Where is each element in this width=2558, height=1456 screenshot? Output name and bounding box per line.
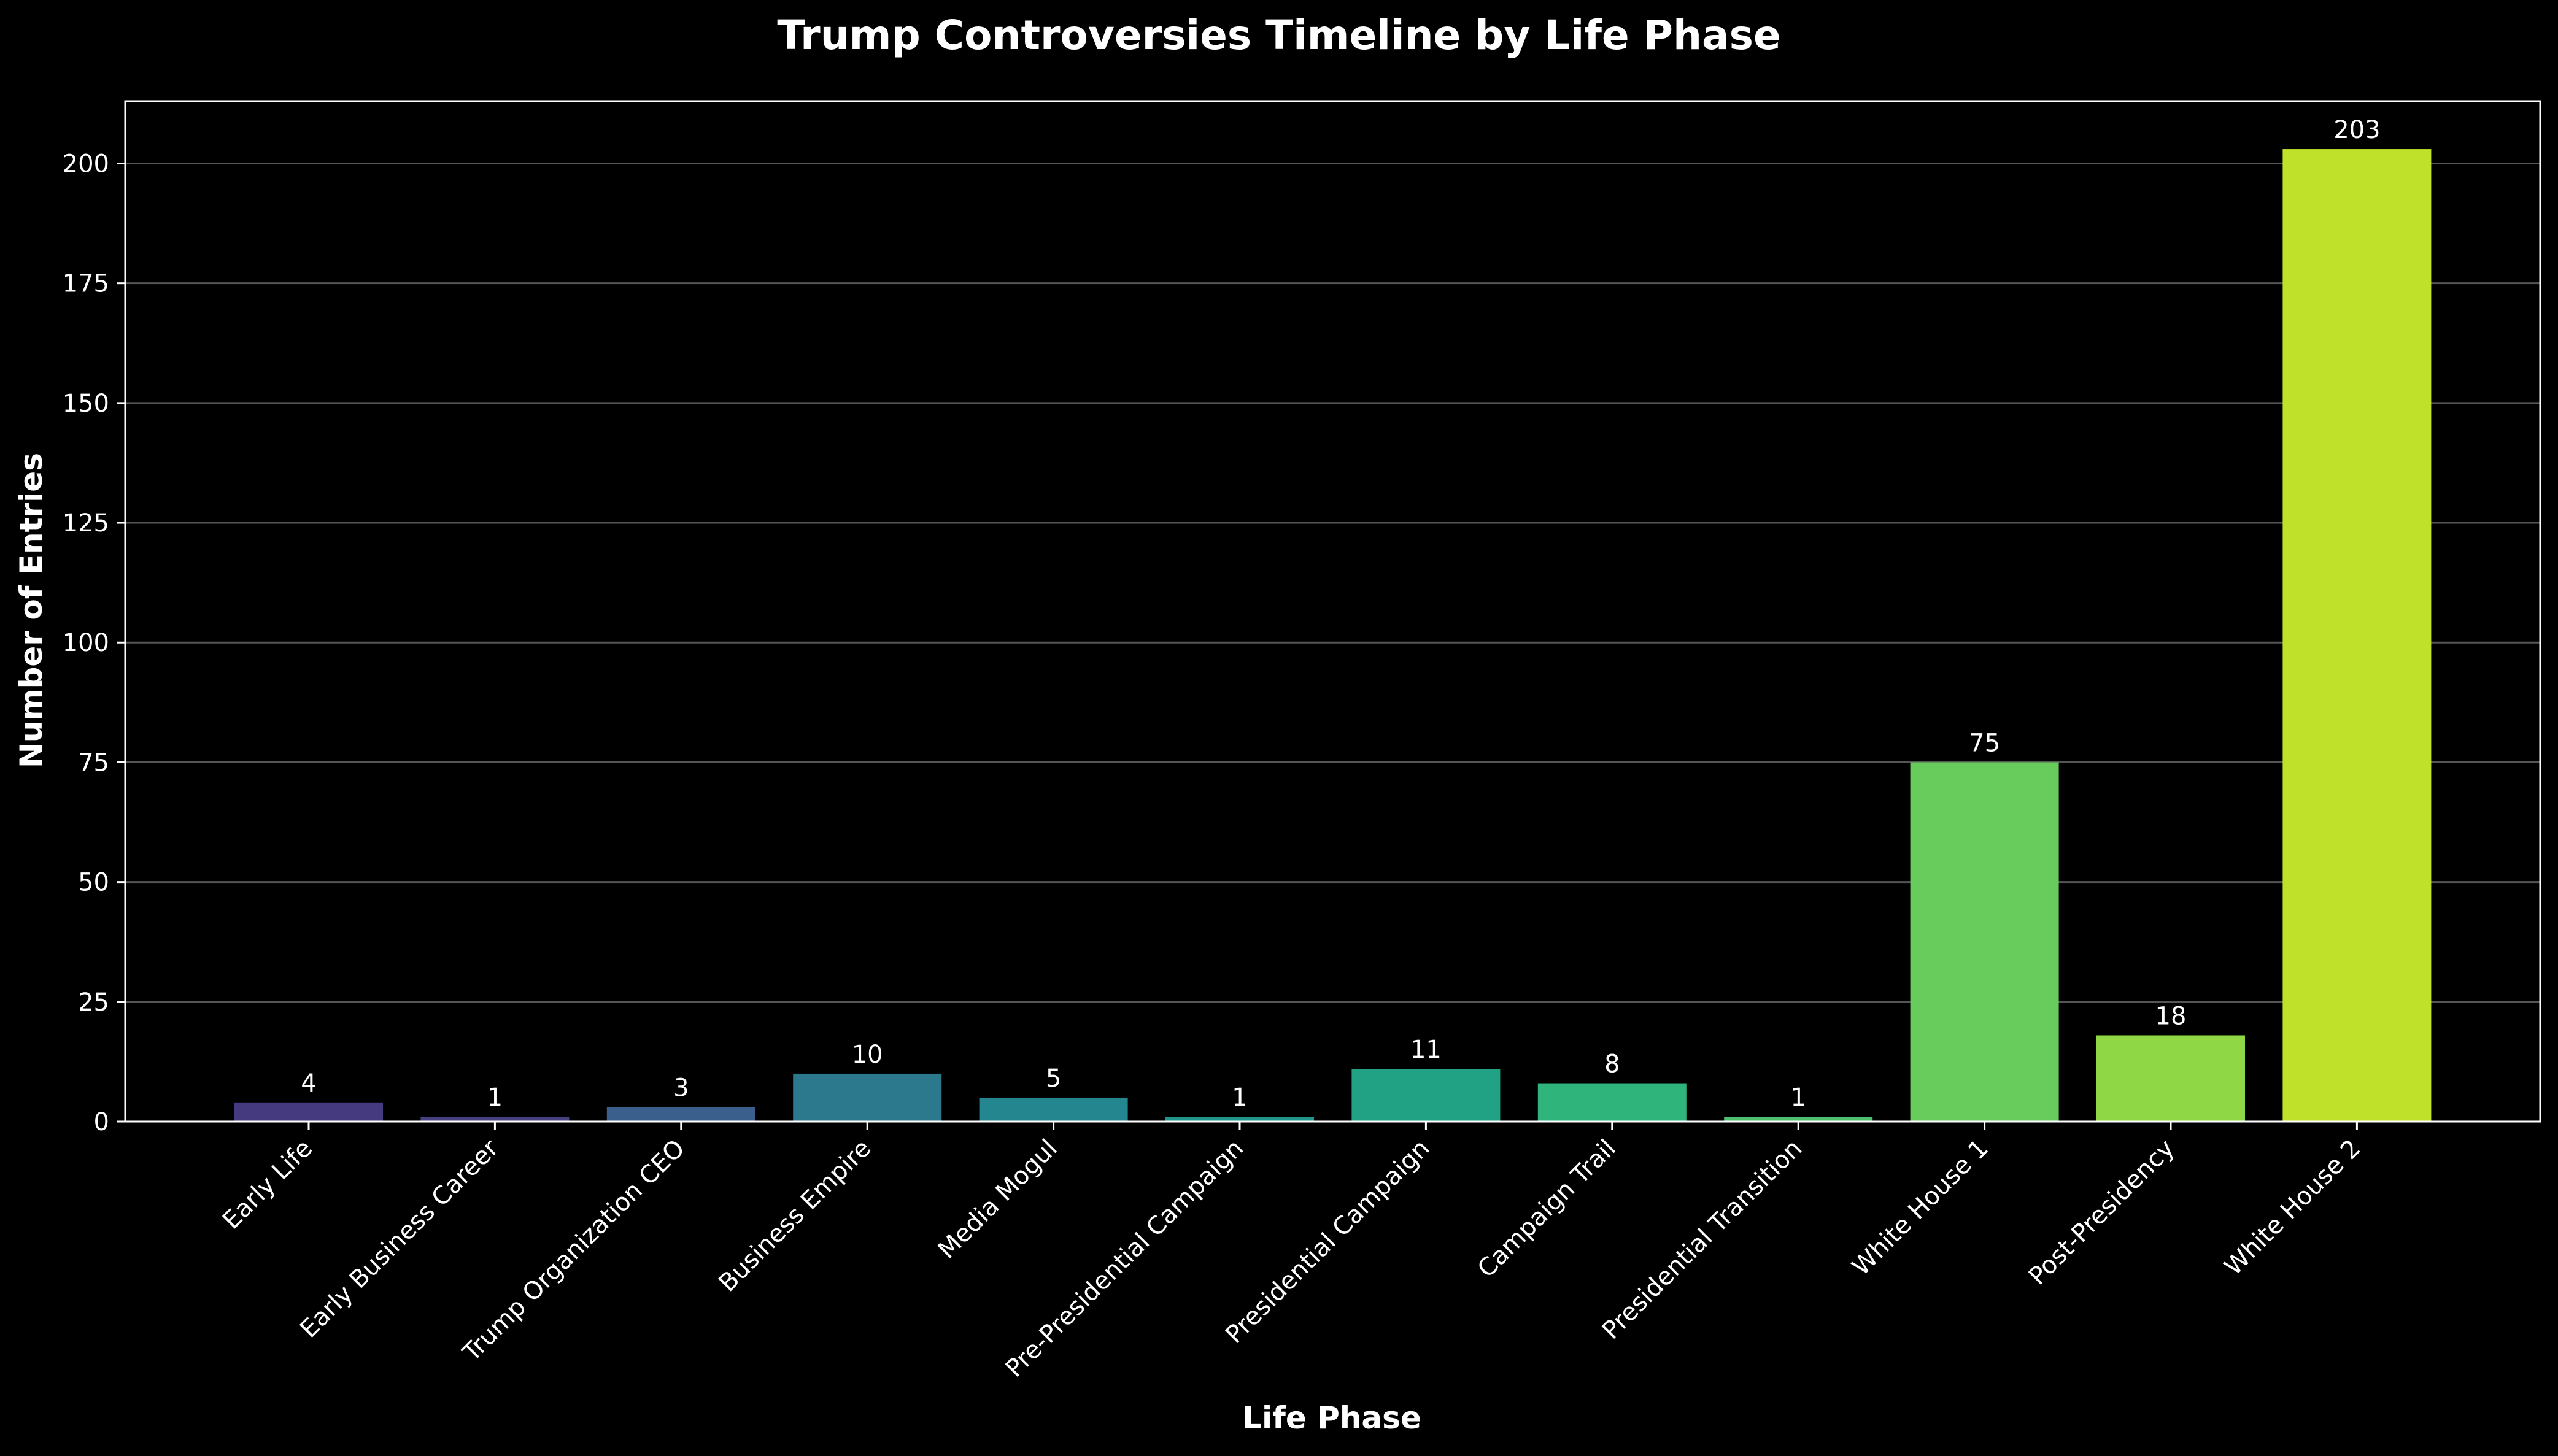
bar-value-label: 5 xyxy=(1046,1065,1061,1093)
bar xyxy=(2096,1035,2245,1122)
bar-value-label: 18 xyxy=(2155,1002,2187,1030)
y-tick-label: 150 xyxy=(63,390,109,418)
y-tick-label: 100 xyxy=(63,629,109,657)
x-tick-label: Presidential Transition xyxy=(1597,1134,1807,1345)
bar-value-label: 11 xyxy=(1410,1036,1442,1064)
y-axis-label: Number of Entries xyxy=(14,453,49,768)
grid-lines xyxy=(125,162,2540,1003)
bar xyxy=(234,1102,383,1122)
x-tick-label: Presidential Campaign xyxy=(1220,1134,1435,1349)
x-tick-label: Post-Presidency xyxy=(2023,1134,2180,1291)
y-tick-label: 0 xyxy=(94,1108,109,1136)
bar xyxy=(606,1107,755,1122)
bar-value-label: 75 xyxy=(1969,729,2000,757)
bar-value-label: 1 xyxy=(487,1084,503,1112)
bar xyxy=(793,1073,942,1122)
x-tick-label: White House 1 xyxy=(1847,1134,1993,1281)
x-tick-label: White House 2 xyxy=(2219,1134,2366,1281)
bar xyxy=(1724,1117,1873,1122)
x-tick-label: Campaign Trail xyxy=(1472,1134,1621,1284)
bar xyxy=(2282,149,2432,1122)
bar xyxy=(1537,1083,1687,1122)
y-tick-label: 125 xyxy=(63,509,109,537)
bar xyxy=(1165,1117,1314,1122)
bar xyxy=(1910,762,2059,1122)
bar-value-label: 1 xyxy=(1790,1084,1806,1112)
x-tick-label: Media Mogul xyxy=(933,1134,1063,1265)
x-tick-label: Early Business Career xyxy=(295,1134,504,1344)
x-tick-label: Trump Organization CEO xyxy=(457,1134,690,1368)
x-axis-label: Life Phase xyxy=(1242,1400,1421,1436)
y-tick-label: 25 xyxy=(78,988,109,1017)
plot-frame xyxy=(124,100,2541,1123)
bar-value-label: 3 xyxy=(673,1074,689,1103)
bar-value-label: 1 xyxy=(1232,1084,1247,1112)
y-tick-label: 75 xyxy=(78,749,109,777)
bar xyxy=(420,1117,570,1122)
bar-value-label: 10 xyxy=(852,1041,883,1069)
bars xyxy=(234,149,2432,1122)
axes xyxy=(124,100,2541,1123)
y-tick-label: 175 xyxy=(63,270,109,298)
bar xyxy=(979,1097,1128,1122)
bar-value-label: 203 xyxy=(2333,116,2380,144)
y-tick-label: 50 xyxy=(78,869,109,897)
x-tick-label: Business Empire xyxy=(713,1134,876,1298)
y-tick-label: 200 xyxy=(63,150,109,178)
bar-value-label: 8 xyxy=(1604,1050,1620,1079)
bar xyxy=(1351,1069,1501,1122)
x-tick-label: Early Life xyxy=(217,1134,318,1235)
chart-title: Trump Controversies Timeline by Life Pha… xyxy=(777,12,1780,59)
bar-value-label: 4 xyxy=(301,1069,316,1098)
